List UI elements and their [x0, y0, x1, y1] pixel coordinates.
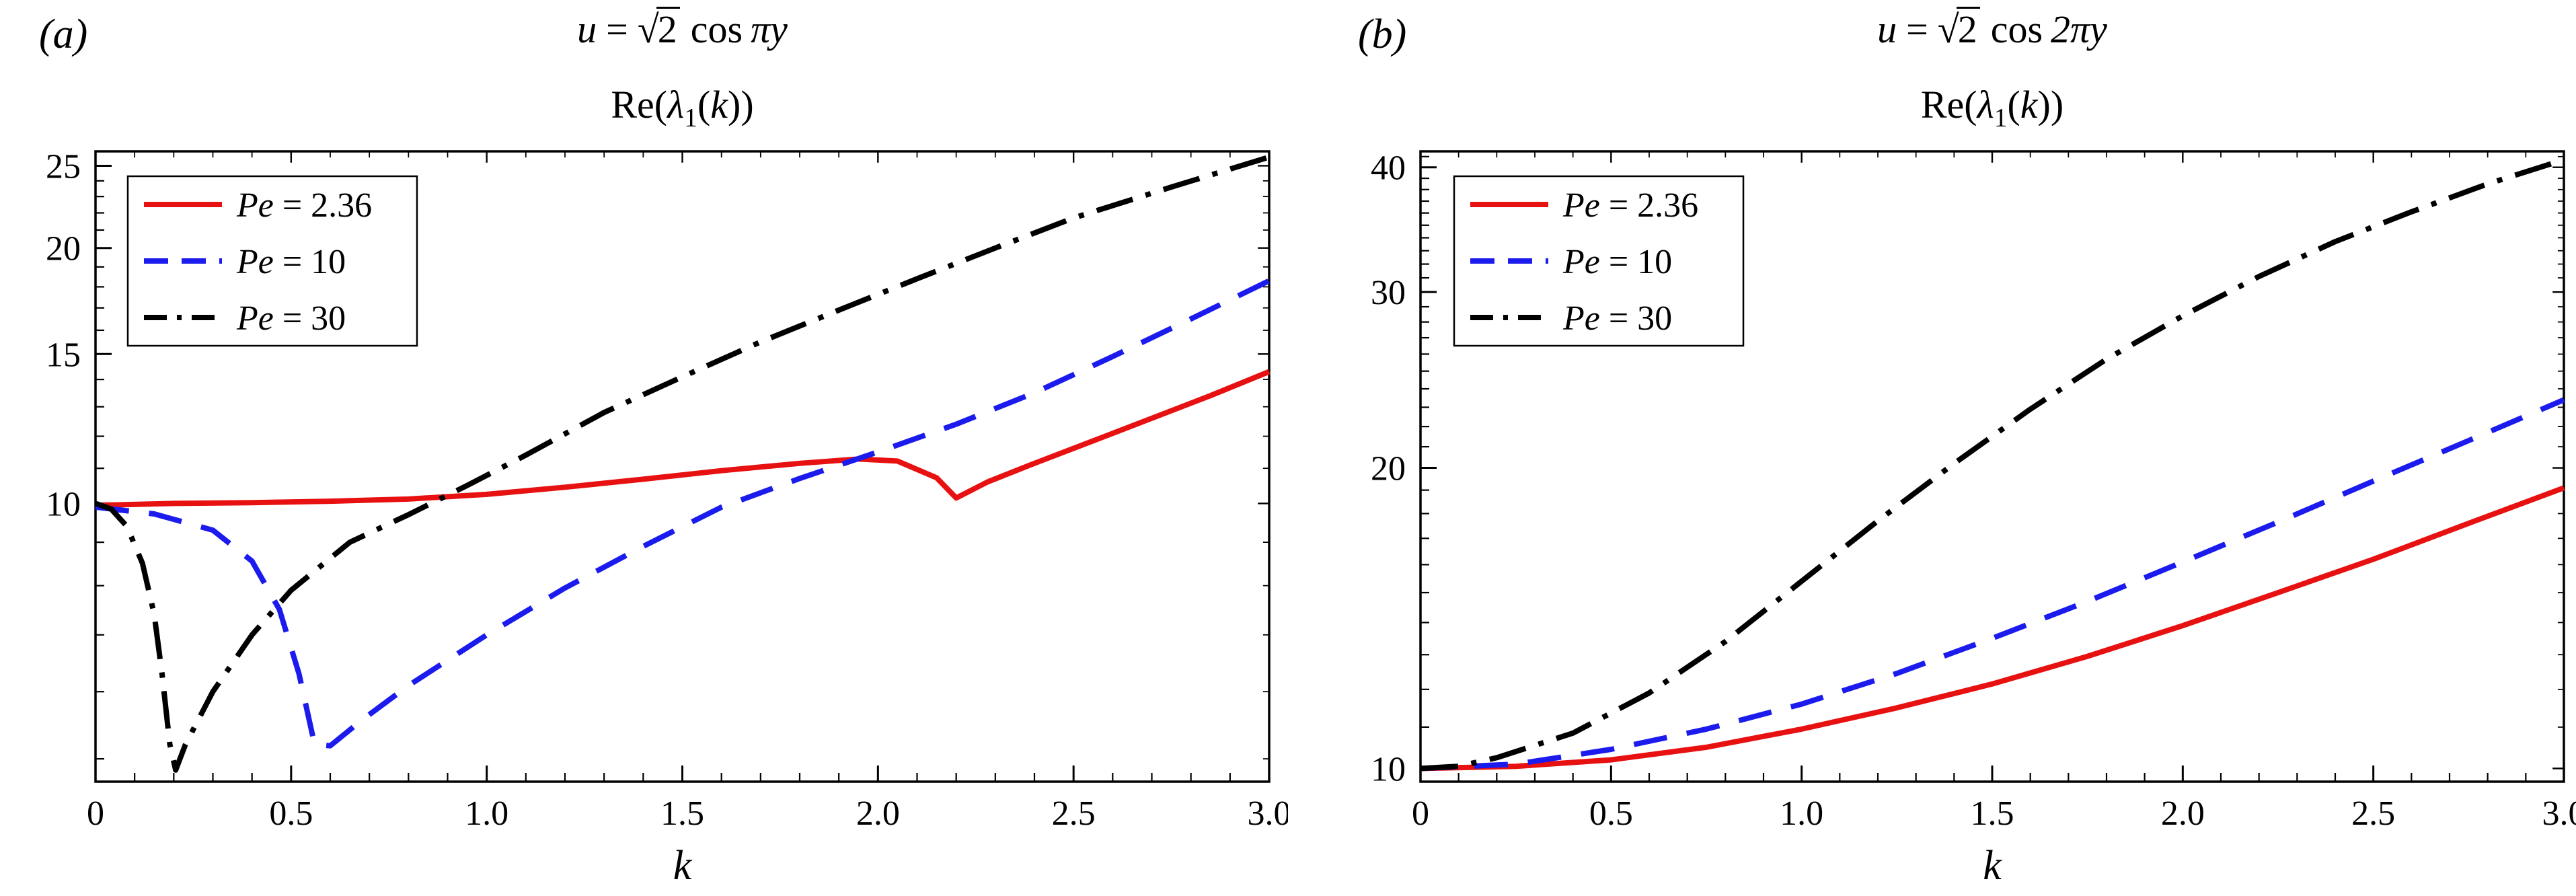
subtitle-lambda: λ: [667, 83, 685, 126]
y-tick-label: 20: [1371, 450, 1406, 488]
subtitle-close-paren: )): [728, 83, 754, 126]
y-tick-label: 25: [46, 147, 81, 186]
subtitle-close-paren: )): [2037, 83, 2064, 126]
x-tick-label: 0: [87, 794, 104, 833]
subtitle-subscript: 1: [684, 102, 697, 133]
title-cos: cos: [1990, 7, 2043, 51]
subtitle-re: Re(: [1920, 83, 1977, 126]
subtitle-open-paren: (: [697, 83, 711, 126]
y-tick-label: 10: [1371, 750, 1406, 788]
panel-label-a: (a): [39, 11, 88, 57]
sqrt-radical-icon: √: [1937, 7, 1959, 51]
x-tick-label: 1.5: [1971, 794, 2014, 833]
sqrt-radical-icon: √: [637, 7, 659, 51]
subtitle-open-paren: (: [2007, 83, 2020, 126]
legend-label-pe-10: Pe = 10: [1562, 243, 1672, 281]
curve-pe-10: [95, 278, 1271, 749]
plot-title-b: u = √2 cos 2πy: [1420, 7, 2564, 52]
x-tick-label: 1.0: [465, 794, 508, 833]
x-tick-label: 0.5: [1589, 794, 1633, 833]
x-tick-label: 1.5: [660, 794, 704, 833]
panel-label-b: (b): [1358, 11, 1407, 57]
legend-label-pe-30: Pe = 30: [1562, 299, 1672, 338]
subtitle-lambda: λ: [1977, 83, 1994, 126]
y-tick-label: 15: [46, 336, 81, 374]
legend-label-pe-2-36: Pe = 2.36: [1562, 186, 1698, 225]
plot-subtitle-b: Re(λ1(k)): [1420, 82, 2564, 130]
x-tick-label: 2.0: [2161, 794, 2205, 833]
equals-sign: =: [1906, 7, 1928, 51]
curve-pe-2-36: [95, 369, 1271, 509]
x-tick-label: 1.0: [1780, 794, 1823, 833]
x-tick-label: 3.0: [2542, 794, 2576, 833]
title-cos: cos: [690, 7, 743, 51]
subtitle-subscript: 1: [1994, 102, 2008, 133]
panel-b: (b) u = √2 cos 2πy Re(λ1(k)) 0 0.5 1.0 1.5 2.0 2.…: [1288, 0, 2576, 896]
title-lhs: u: [1877, 7, 1897, 51]
title-arg: 2πy: [2051, 7, 2107, 51]
curve-pe-10: [1420, 397, 2565, 772]
x-tick-label: 3.0: [1248, 794, 1289, 833]
plot-title-a: u = √2 cos πy: [96, 7, 1269, 52]
x-tick-label: 0.5: [269, 794, 313, 833]
plot-svg-a: 0 0.5 1.0 1.5 2.0 2.5 3.0 10 15 20 25 Pe = 2.36 Pe =…: [46, 147, 1289, 833]
curve-pe-30: [94, 154, 1271, 773]
title-lhs: u: [577, 7, 597, 51]
subtitle-k: k: [710, 83, 728, 126]
y-tick-label: 10: [46, 485, 81, 523]
x-axis-label-a: k: [673, 843, 692, 889]
subtitle-k: k: [2020, 83, 2038, 126]
x-tick-label: 2.5: [1052, 794, 1096, 833]
title-arg: πy: [751, 7, 788, 51]
x-tick-label: 2.0: [856, 794, 900, 833]
x-axis-label-b: k: [1983, 843, 2002, 889]
sqrt-radicand: 2: [656, 7, 680, 50]
curve-pe-2-36: [1420, 485, 2565, 772]
x-tick-label: 0: [1412, 794, 1429, 833]
legend-label-pe-2-36: Pe = 2.36: [236, 186, 372, 225]
legend-label-pe-10: Pe = 10: [236, 243, 346, 281]
subtitle-re: Re(: [611, 83, 668, 126]
y-tick-label: 40: [1371, 149, 1406, 188]
plot-svg-b: 0 0.5 1.0 1.5 2.0 2.5 3.0 10 20 30 40 Pe = 2.36 Pe =…: [1371, 149, 2576, 833]
panel-a: (a) u = √2 cos πy Re(λ1(k)) 0 0.5 1.0 1.5 2.0 2.5…: [39, 7, 1289, 889]
equals-sign: =: [606, 7, 628, 51]
sqrt-radicand: 2: [1956, 7, 1980, 50]
plot-subtitle-a: Re(λ1(k)): [96, 82, 1269, 130]
y-tick-label: 30: [1371, 274, 1406, 312]
x-tick-label: 2.5: [2351, 794, 2395, 833]
legend-label-pe-30: Pe = 30: [236, 299, 346, 338]
y-tick-label: 20: [46, 230, 81, 268]
